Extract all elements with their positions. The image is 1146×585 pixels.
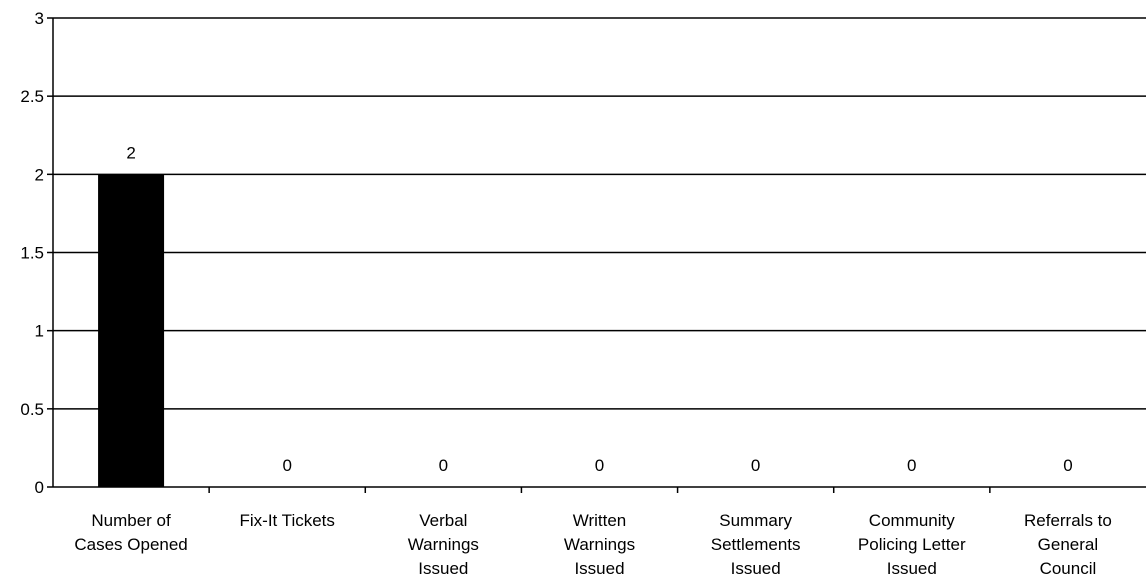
x-category-label: Issued bbox=[574, 559, 624, 578]
y-tick-label: 0.5 bbox=[20, 400, 44, 419]
gridlines bbox=[53, 17, 1146, 410]
x-category-label: Issued bbox=[887, 559, 937, 578]
x-category-label: Cases Opened bbox=[74, 535, 187, 554]
data-label: 0 bbox=[282, 456, 291, 475]
x-category-label: Warnings bbox=[564, 535, 635, 554]
x-category-label: Summary bbox=[719, 511, 792, 530]
x-category-label: Referrals to bbox=[1024, 511, 1112, 530]
x-axis-ticks: Number of Cases Opened Fix-It Tickets Verba… bbox=[74, 487, 1112, 578]
data-label: 2 bbox=[126, 143, 135, 162]
bars bbox=[98, 174, 165, 488]
data-labels: 2 0 0 0 0 0 0 bbox=[126, 143, 1072, 475]
data-label: 0 bbox=[1063, 456, 1072, 475]
y-tick-label: 1 bbox=[35, 322, 44, 341]
y-tick-label: 0 bbox=[35, 478, 44, 497]
y-tick-label: 2 bbox=[35, 165, 44, 184]
y-tick-label: 2.5 bbox=[20, 87, 44, 106]
x-category-label: Issued bbox=[418, 559, 468, 578]
x-category-label: General bbox=[1038, 535, 1098, 554]
x-category-label: Issued bbox=[731, 559, 781, 578]
x-category-label: Verbal bbox=[419, 511, 467, 530]
y-axis-ticks: 0 0.5 1 1.5 2 2.5 3 bbox=[20, 9, 53, 497]
y-tick-label: 1.5 bbox=[20, 244, 44, 263]
data-label: 0 bbox=[595, 456, 604, 475]
x-category-label: Number of bbox=[91, 511, 171, 530]
x-category-label: Settlements bbox=[711, 535, 801, 554]
data-label: 0 bbox=[439, 456, 448, 475]
x-category-label: Council bbox=[1040, 559, 1097, 578]
x-category-label: Community bbox=[869, 511, 955, 530]
x-category-label: Written bbox=[573, 511, 627, 530]
y-tick-label: 3 bbox=[35, 9, 44, 28]
data-label: 0 bbox=[907, 456, 916, 475]
x-category-label: Policing Letter bbox=[858, 535, 966, 554]
x-category-label: Fix-It Tickets bbox=[240, 511, 335, 530]
bar bbox=[98, 174, 165, 488]
x-category-label: Warnings bbox=[408, 535, 479, 554]
data-label: 0 bbox=[751, 456, 760, 475]
